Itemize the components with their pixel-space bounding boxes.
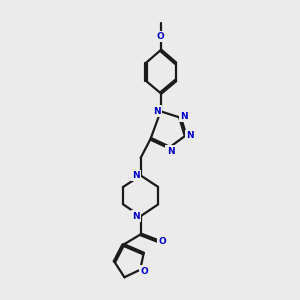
- Text: N: N: [167, 147, 174, 156]
- Text: N: N: [186, 131, 194, 140]
- Text: N: N: [180, 112, 188, 121]
- Text: O: O: [157, 32, 164, 41]
- Text: N: N: [132, 171, 140, 180]
- Text: N: N: [153, 107, 161, 116]
- Text: O: O: [159, 237, 167, 246]
- Text: N: N: [132, 212, 140, 220]
- Text: O: O: [140, 266, 148, 275]
